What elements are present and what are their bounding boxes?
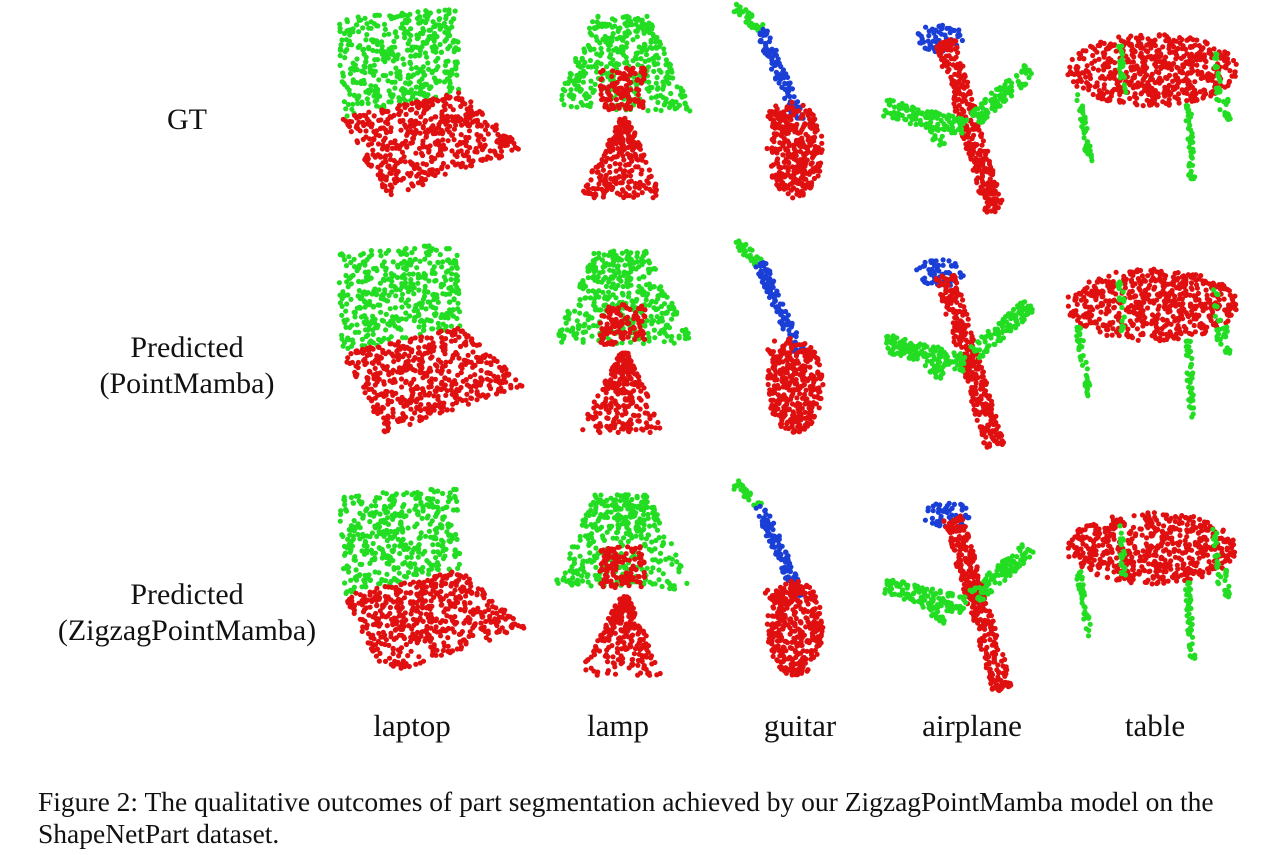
row-label-pointmamba: Predicted (PointMamba) [22,330,352,402]
figure-caption: Figure 2: The qualitative outcomes of pa… [38,786,1214,849]
row-label-line: GT [167,103,207,136]
column-label-guitar: guitar [763,708,837,743]
column-label-laptop: laptop [373,708,451,743]
column-label-lamp: lamp [587,708,649,743]
column-label-airplane: airplane [922,708,1022,743]
point-cloud-figure [336,1,1239,694]
row-label-line: Predicted [130,331,244,364]
row-label-gt: GT [22,102,352,138]
column-label-table: table [1124,708,1186,743]
row-label-line: (ZigzagPointMamba) [57,614,317,647]
row-label-line: (PointMamba) [99,367,275,400]
row-label-zigzagpointmamba: Predicted (ZigzagPointMamba) [22,577,352,649]
lamp-point-cloud [554,13,693,678]
row-label-line: Predicted [130,578,244,611]
laptop-point-cloud [336,7,527,671]
guitar-point-cloud [731,1,826,678]
airplane-point-cloud [881,22,1036,694]
table-point-cloud [1065,32,1239,661]
